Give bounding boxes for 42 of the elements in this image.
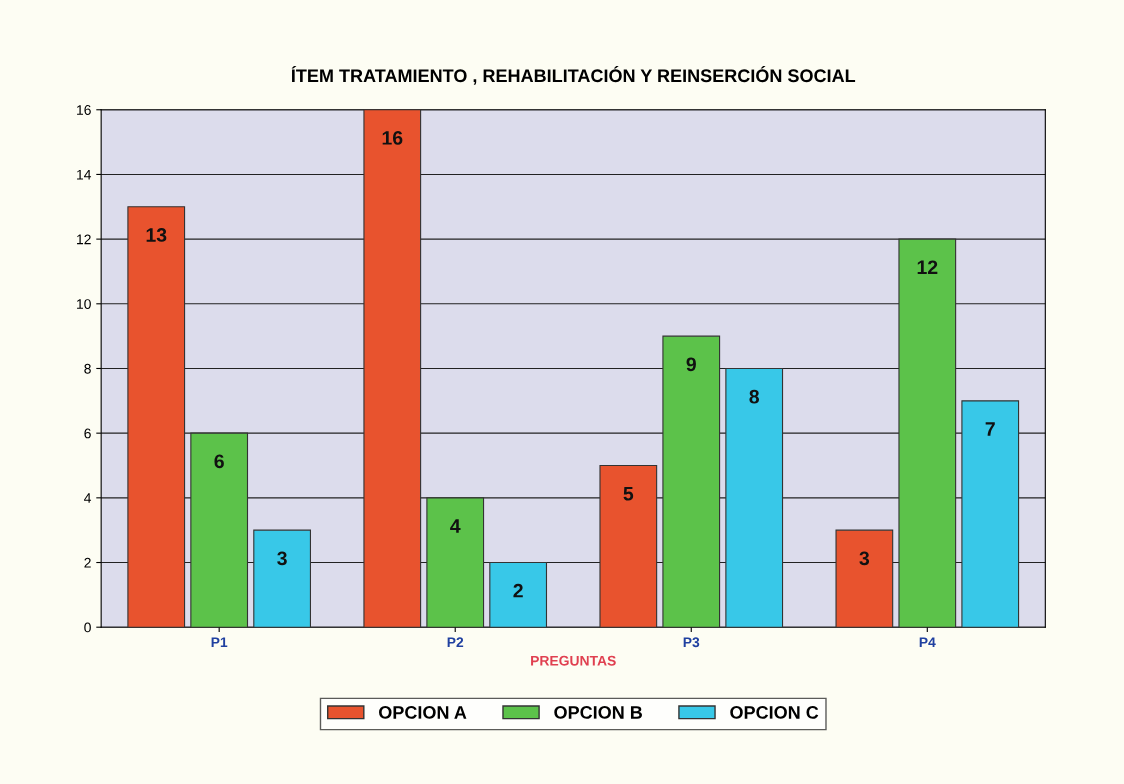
data-label: 3 xyxy=(277,551,287,566)
data-label: 16 xyxy=(382,131,403,145)
bar xyxy=(426,497,485,628)
y-tick-label: 6 xyxy=(84,428,91,439)
data-label: 6 xyxy=(214,454,224,469)
y-tick-label: 4 xyxy=(84,493,92,503)
data-label: 13 xyxy=(146,228,167,242)
bar xyxy=(190,432,249,628)
bar xyxy=(835,529,894,628)
data-label: 9 xyxy=(686,357,696,372)
y-tick-label: 0 xyxy=(84,622,91,633)
data-label: 12 xyxy=(917,260,938,274)
bar xyxy=(489,561,548,628)
data-label: 2 xyxy=(513,583,523,598)
bar xyxy=(363,109,422,628)
data-label: 4 xyxy=(450,519,461,533)
x-tick-label: P1 xyxy=(211,637,228,647)
y-tick-label: 8 xyxy=(84,363,91,374)
x-tick-label: P2 xyxy=(447,637,464,647)
chart-title: ÍTEM TRATAMIENTO , REHABILITACIÓN Y REINSERCIÓN SOCIAL xyxy=(291,65,856,85)
bar xyxy=(253,529,312,628)
legend-label: OPCION B xyxy=(554,706,642,719)
bar xyxy=(662,335,721,628)
y-tick-label: 2 xyxy=(84,557,91,568)
data-label: 7 xyxy=(985,422,995,436)
data-label: 5 xyxy=(623,486,634,501)
bar xyxy=(599,464,658,628)
bar xyxy=(898,238,957,628)
bar xyxy=(725,367,784,628)
x-tick-label: P4 xyxy=(919,637,936,647)
legend-label: OPCION A xyxy=(379,706,467,719)
y-tick-label: 12 xyxy=(77,234,91,245)
bar xyxy=(961,400,1020,628)
y-tick-label: 16 xyxy=(77,105,91,115)
legend-label: OPCION C xyxy=(730,706,819,719)
data-label: 3 xyxy=(859,551,870,566)
x-axis-title: PREGUNTAS xyxy=(531,655,616,666)
data-label: 8 xyxy=(749,389,760,404)
bar xyxy=(127,206,186,628)
y-tick-label: 10 xyxy=(77,299,91,309)
x-tick-label: P3 xyxy=(683,637,700,648)
y-tick-label: 14 xyxy=(77,169,92,180)
